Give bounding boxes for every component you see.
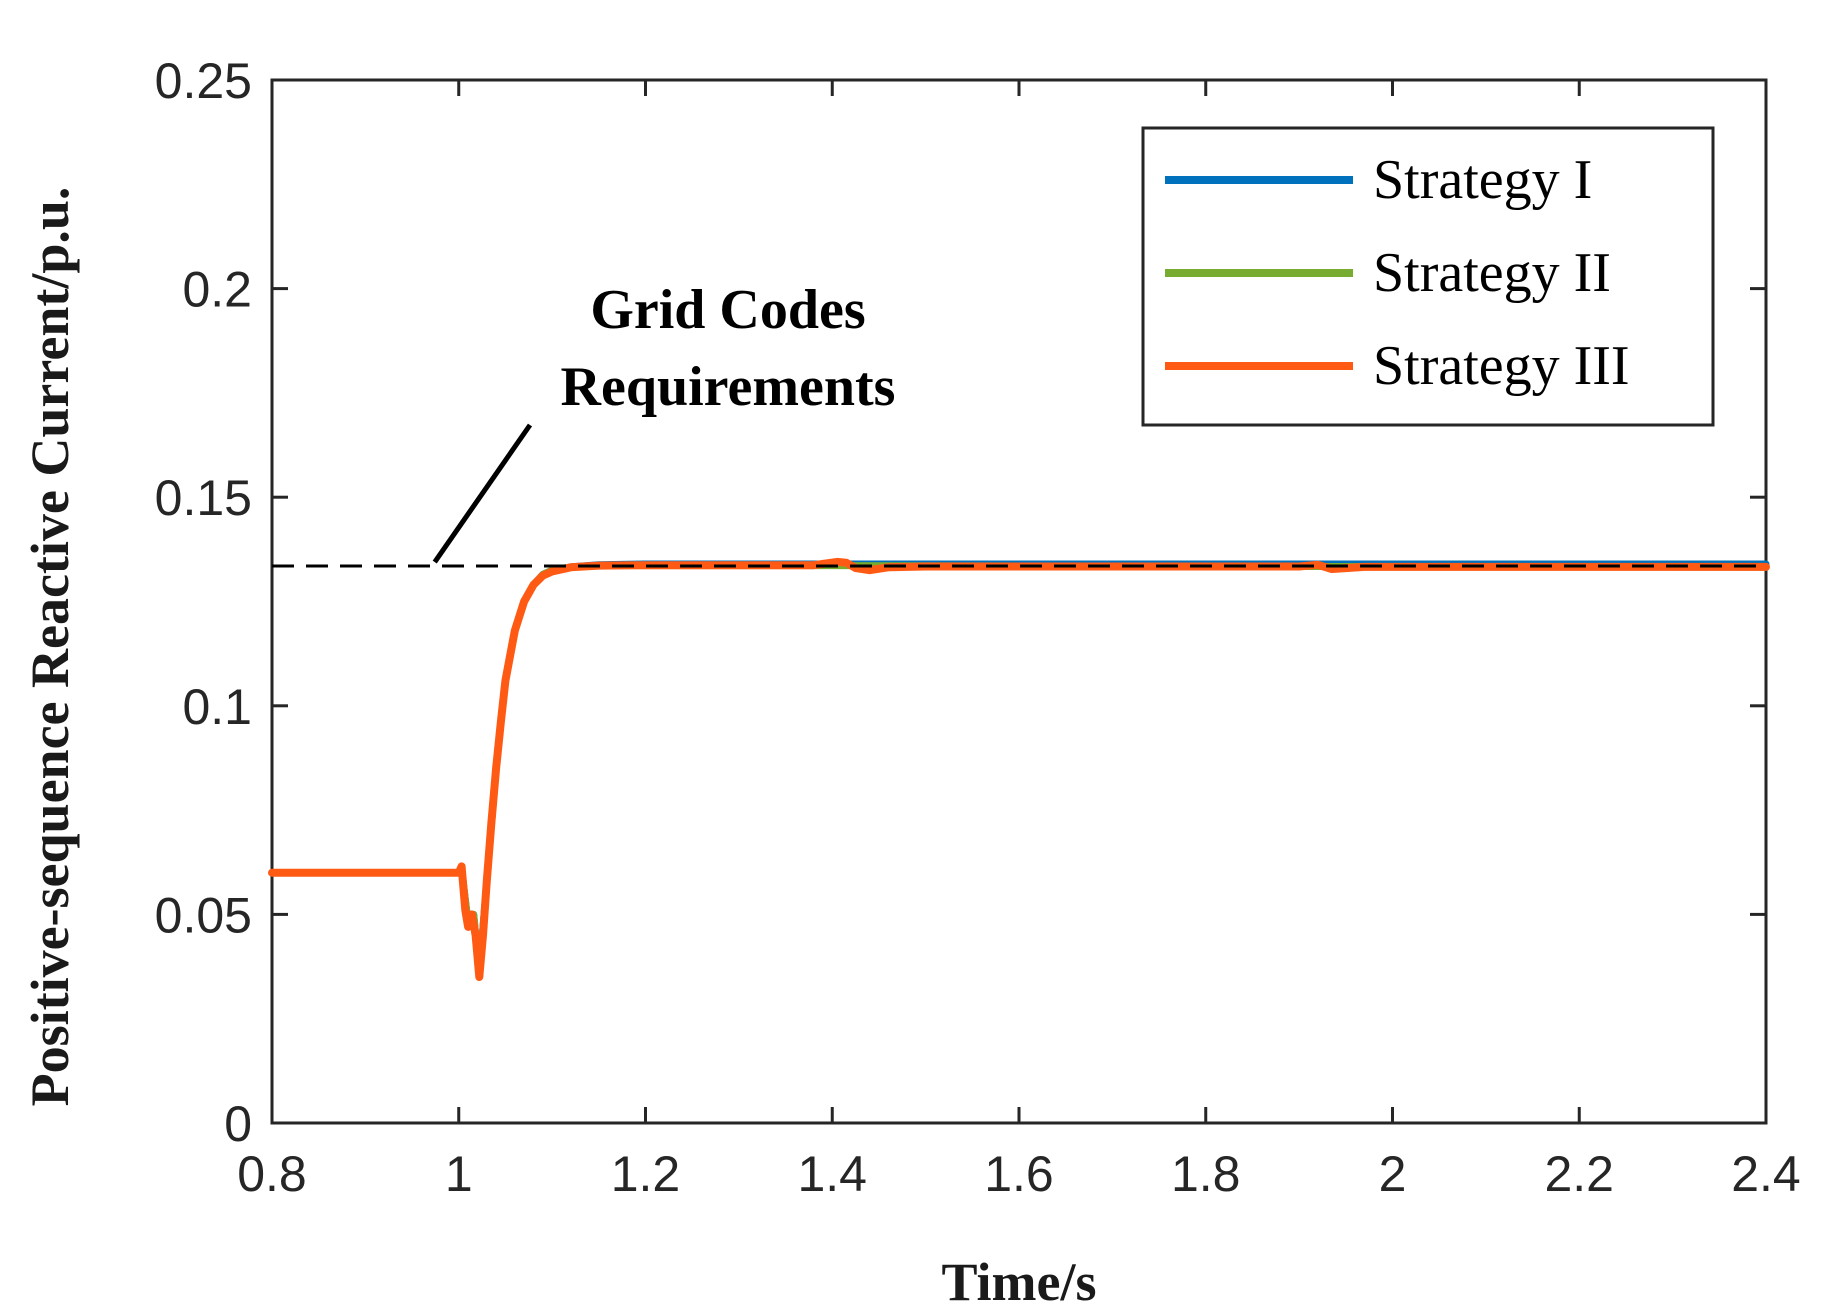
x-tick-label: 1.8 xyxy=(1171,1146,1241,1202)
annotation-line-2: Requirements xyxy=(561,356,896,418)
x-tick-label: 1.4 xyxy=(797,1146,867,1202)
legend: Strategy I Strategy II Strategy III xyxy=(1141,126,1715,427)
annotation-group: Grid Codes Requirements xyxy=(432,279,896,564)
x-tick-label: 1.2 xyxy=(611,1146,681,1202)
x-tick-label: 2.4 xyxy=(1731,1146,1801,1202)
axis-ticks: 0.8 1 1.2 1.4 1.6 1.8 2 2.2 2.4 0 0.05 0.1 0.15 0.2 0.… xyxy=(155,53,1801,1202)
x-tick-label: 2 xyxy=(1379,1146,1407,1202)
annotation-pointer-line xyxy=(432,423,533,564)
legend-label-1: Strategy I xyxy=(1373,149,1592,211)
x-axis-title: Time/s xyxy=(941,1252,1096,1312)
legend-label-2: Strategy II xyxy=(1373,242,1611,304)
x-tick-label: 1.6 xyxy=(984,1146,1054,1202)
y-tick-label: 0.05 xyxy=(155,887,252,943)
x-tick-label: 2.2 xyxy=(1544,1146,1614,1202)
axis-labels: Time/s Positive-sequence Reactive Current… xyxy=(20,187,1097,1312)
series-lines xyxy=(268,557,1770,981)
x-tick-label: 0.8 xyxy=(237,1146,307,1202)
y-tick-label: 0.1 xyxy=(182,679,252,735)
x-tick-label: 1 xyxy=(445,1146,473,1202)
legend-label-3: Strategy III xyxy=(1373,335,1630,397)
annotation-line-1: Grid Codes xyxy=(590,279,865,341)
y-tick-label: 0.2 xyxy=(182,262,252,318)
y-tick-label: 0.15 xyxy=(155,470,252,526)
y-tick-label: 0.25 xyxy=(155,53,252,109)
y-axis-title: Positive-sequence Reactive Current/p.u. xyxy=(20,187,80,1107)
y-tick-label: 0 xyxy=(224,1096,252,1152)
